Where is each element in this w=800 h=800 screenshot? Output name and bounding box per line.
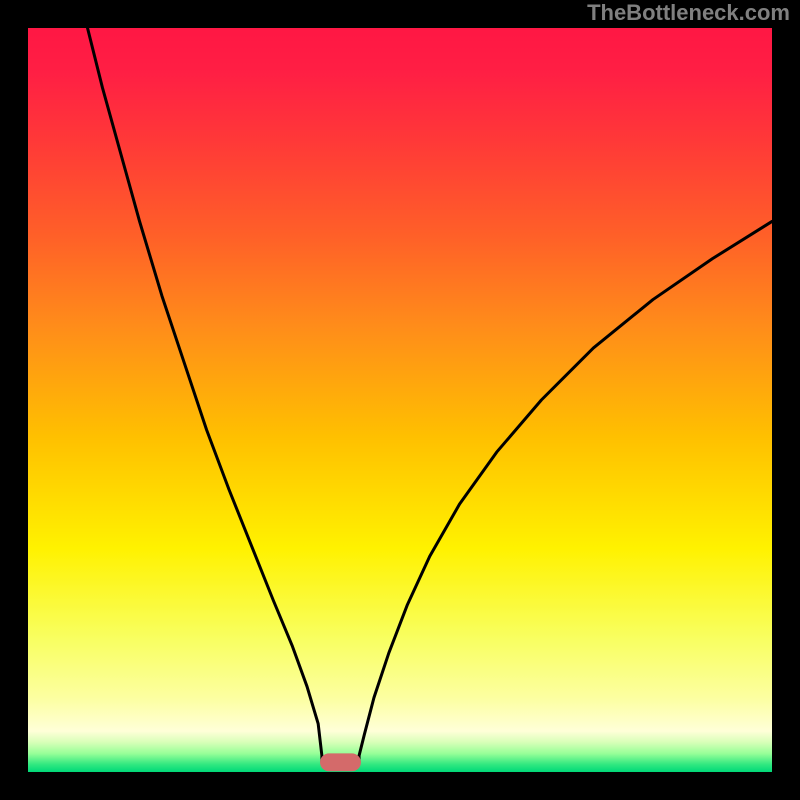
watermark-text: TheBottleneck.com [587,0,790,26]
bottleneck-chart [28,28,772,772]
gradient-background [28,28,772,772]
optimal-point-marker [320,753,361,771]
